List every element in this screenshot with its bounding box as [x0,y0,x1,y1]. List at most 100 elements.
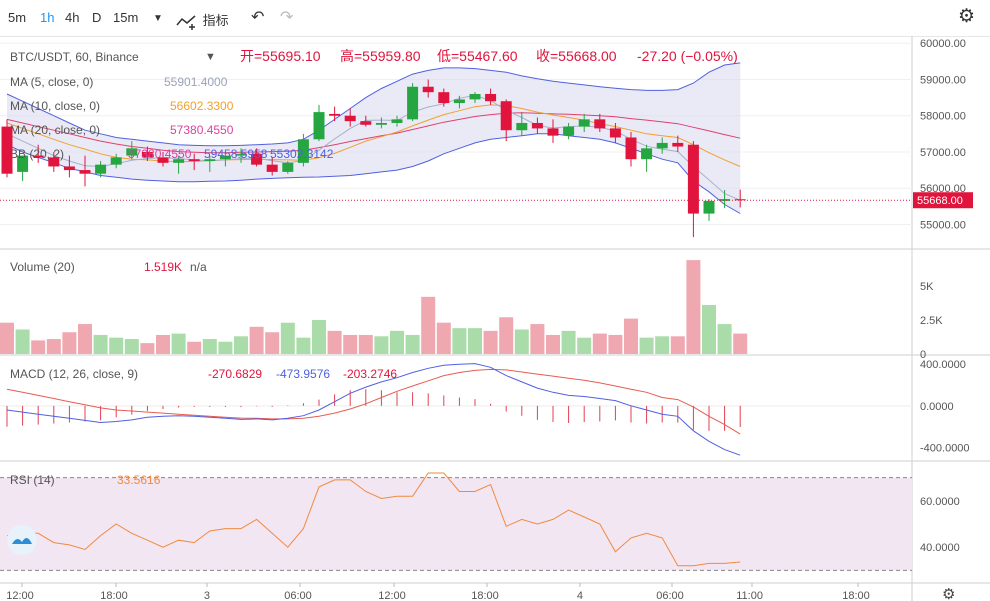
volume-bar[interactable] [670,336,685,354]
interval-d[interactable]: D [92,10,102,25]
volume-bar[interactable] [296,337,311,354]
volume-bar[interactable] [436,322,451,354]
volume-bar[interactable] [343,334,358,354]
candle-body[interactable] [1,126,13,174]
volume-bar[interactable] [140,343,155,354]
candle-body[interactable] [625,137,637,160]
volume-bar[interactable] [187,341,202,354]
candle-body[interactable] [360,121,372,125]
chart-area[interactable]: 55668.00 60000.00 59000.00 58000.00 57000.00… [0,36,990,601]
volume-bar[interactable] [561,330,576,354]
candle-body[interactable] [641,148,653,160]
candle-body[interactable] [79,170,91,174]
candle-body[interactable] [63,166,75,171]
volume-bar[interactable] [468,328,482,354]
volume-bar[interactable] [280,322,295,354]
settings-gear-icon[interactable]: ⚙ [958,6,976,27]
volume-bar[interactable] [218,341,233,354]
volume-bar[interactable] [109,337,124,354]
volume-bar[interactable] [421,296,436,354]
interval-1h[interactable]: 1h [40,10,55,25]
candle-body[interactable] [32,155,44,158]
volume-bar[interactable] [93,334,108,354]
candle-body[interactable] [329,113,341,116]
symbol-chevron-icon[interactable]: ▼ [205,51,216,63]
candle-body[interactable] [282,162,294,172]
volume-bar[interactable] [390,330,404,354]
candle-body[interactable] [469,93,481,100]
candle-body[interactable] [204,159,216,162]
interval-5m[interactable]: 5m [8,10,27,25]
candle-body[interactable] [95,164,107,174]
volume-bar[interactable] [717,324,732,354]
volume-bar[interactable] [312,319,326,354]
candle-body[interactable] [438,92,450,104]
volume-bar[interactable] [0,322,14,354]
candle-body[interactable] [235,153,247,156]
candle-body[interactable] [516,122,528,131]
volume-bar[interactable] [499,317,514,354]
candle-body[interactable] [687,144,699,214]
candle-body[interactable] [266,164,278,172]
candle-body[interactable] [656,142,668,149]
candle-body[interactable] [594,119,606,129]
volume-bar[interactable] [249,326,264,354]
candle-body[interactable] [297,139,309,163]
candle-body[interactable] [219,155,231,160]
candle-body[interactable] [485,93,497,102]
candle-body[interactable] [719,199,731,201]
volume-bar[interactable] [171,333,186,354]
candle-body[interactable] [110,157,122,165]
candle-body[interactable] [500,101,512,131]
candle-body[interactable] [17,155,29,172]
candle-body[interactable] [48,157,60,167]
interval-4h[interactable]: 4h [65,10,80,25]
volume-bar[interactable] [624,318,638,354]
candle-body[interactable] [375,122,387,125]
volume-bar[interactable] [78,324,92,354]
legend-ma5[interactable]: MA (5, close, 0) [10,75,93,89]
volume-bar[interactable] [639,337,654,354]
volume-bar[interactable] [546,334,560,354]
candle-body[interactable] [609,128,621,138]
volume-bar[interactable] [405,334,420,354]
candle-body[interactable] [453,99,465,104]
undo-icon[interactable]: ↶ [251,9,265,26]
candle-body[interactable] [188,159,200,162]
volume-bar[interactable] [530,324,545,354]
volume-bar[interactable] [46,339,61,354]
volume-bar[interactable] [514,329,529,355]
indicators-button[interactable]: 指标 [175,10,235,31]
candle-body[interactable] [157,157,169,163]
volume-bar[interactable] [202,339,217,354]
volume-bar[interactable] [358,334,373,354]
volume-bar[interactable] [686,260,701,354]
candle-body[interactable] [313,112,325,140]
volume-bar[interactable] [608,334,623,354]
symbol-title[interactable]: BTC/USDT, 60, Binance [10,50,139,64]
volume-bar[interactable] [452,328,467,354]
interval-15m[interactable]: 15m [113,10,139,25]
legend-ma20[interactable]: MA (20, close, 0) [10,123,100,137]
volume-bar[interactable] [655,336,670,354]
volume-bar[interactable] [327,330,342,354]
volume-bar[interactable] [483,330,498,354]
volume-bar[interactable] [31,340,46,354]
volume-bar[interactable] [124,339,139,354]
candle-body[interactable] [407,86,419,120]
volume-bar[interactable] [234,336,248,354]
legend-rsi[interactable]: RSI (14) [10,473,55,487]
legend-bb[interactable]: BB (20, 2) [10,147,64,161]
candle-body[interactable] [251,153,263,165]
candle-body[interactable] [547,128,559,136]
legend-macd[interactable]: MACD (12, 26, close, 9) [10,367,138,381]
candle-body[interactable] [391,119,403,123]
axis-settings-gear-icon[interactable]: ⚙ [942,586,955,601]
redo-icon[interactable]: ↷ [280,9,294,26]
legend-ma10[interactable]: MA (10, close, 0) [10,99,100,113]
volume-bar[interactable] [265,332,280,354]
volume-bar[interactable] [156,334,170,354]
candle-body[interactable] [672,142,684,147]
candle-body[interactable] [531,122,543,129]
candle-body[interactable] [422,86,434,93]
